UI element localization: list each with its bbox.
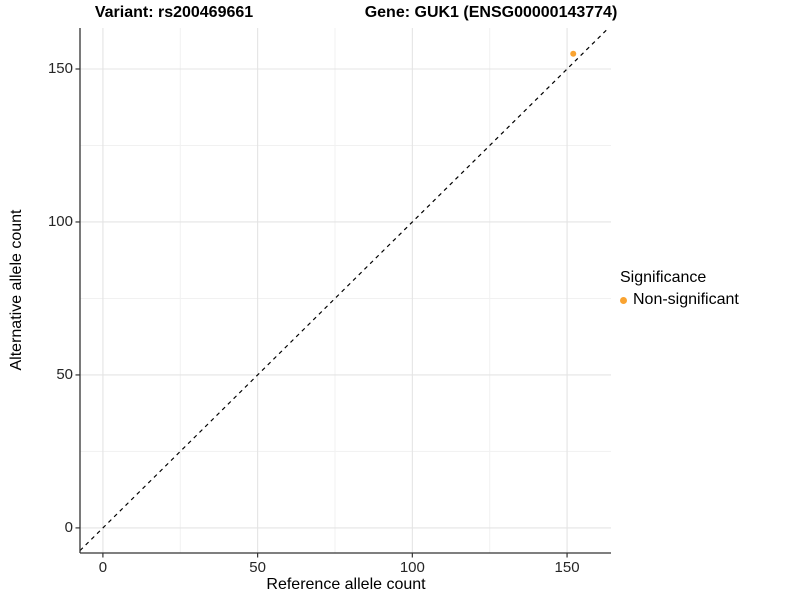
x-tick-label: 0 <box>98 559 108 576</box>
identity-line-dashed <box>79 27 609 551</box>
x-axis-title: Reference allele count <box>266 576 426 593</box>
y-tick-label: 100 <box>47 212 73 230</box>
legend: Significance Non-significant <box>620 268 739 309</box>
variant-title: Variant: rs200469661 <box>94 4 254 21</box>
data-point <box>570 50 577 57</box>
y-tick-label: 0 <box>64 518 73 536</box>
legend-item-label: Non-significant <box>633 291 739 308</box>
legend-item-non-significant: Non-significant <box>620 291 739 309</box>
x-tick-label: 100 <box>399 559 425 576</box>
y-tick-label: 50 <box>56 365 73 383</box>
x-tick-label: 50 <box>249 559 266 576</box>
y-tick-label: 150 <box>47 59 73 77</box>
y-axis-title: Alternative allele count <box>8 209 25 371</box>
legend-title: Significance <box>620 269 707 286</box>
gene-title: Gene: GUK1 (ENSG00000143774) <box>364 4 618 21</box>
x-tick-label: 150 <box>554 559 580 576</box>
non-significant-point-icon <box>620 296 627 304</box>
